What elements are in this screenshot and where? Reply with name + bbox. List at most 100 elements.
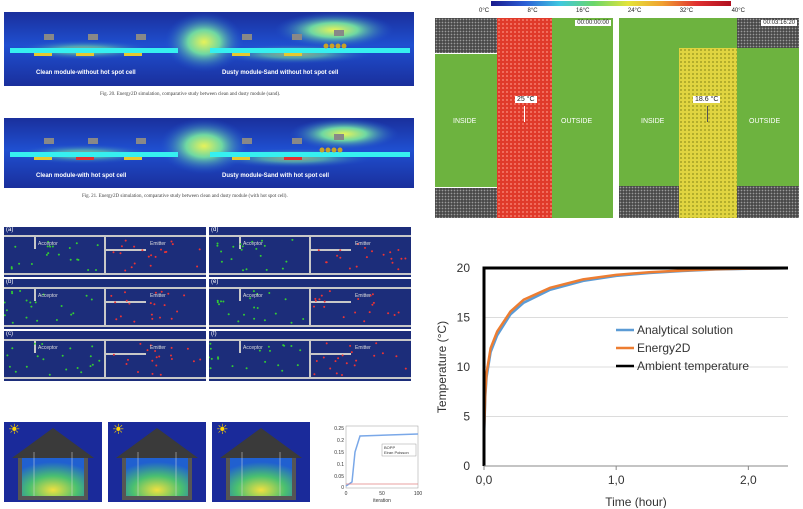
y-tick: 0.05 [334, 474, 344, 480]
y-tick-label: 10 [457, 360, 471, 374]
particle-panel: (b) Acceptor Emitter [4, 279, 206, 329]
acceptor-label: Acceptor [38, 293, 58, 299]
y-tick-label: 20 [457, 261, 471, 275]
inside-area [435, 53, 497, 188]
particle-panel-label: (c) [6, 331, 13, 337]
convergence-plot: 0.25 0.2 0.15 0.1 0.05 0 BOPP Eiran Pois… [334, 425, 422, 504]
sun-icon: ☀ [112, 422, 125, 437]
sun-icon: ☀ [216, 422, 229, 437]
fig20-heatmap [10, 12, 410, 72]
emitter-label: Emitter [150, 241, 166, 247]
label-clean-hotspot: Clean module-with hot spot cell [36, 173, 127, 179]
sun-icon: ☀ [8, 422, 21, 437]
colorbar-ticks: 0°C 8°C 16°C 24°C 32°C 40°C [479, 8, 745, 14]
particle-panel-label: (a) [6, 227, 14, 233]
probe-line [707, 106, 708, 122]
colorbar [491, 1, 731, 6]
fig20-caption: Fig. 20. Energy2D simulation, comparativ… [100, 92, 281, 97]
wall-top-block [737, 18, 799, 48]
x-tick: 50 [379, 491, 385, 497]
temp-probe: 25 °C [515, 96, 537, 103]
inside-label: INSIDE [453, 118, 477, 125]
temperature-chart: 0 5 10 15 20 0,0 1,0 2,0 Time (hour) Temperature … [435, 261, 789, 508]
series-line-energy2d [482, 266, 789, 467]
particle-panel-label: (d) [211, 227, 219, 233]
colorbar-tick: 32°C [679, 8, 694, 14]
x-tick: 100 [414, 491, 422, 497]
wall-top-block [435, 18, 497, 53]
y-tick-label: 15 [457, 311, 471, 325]
acceptor-label: Acceptor [243, 345, 263, 351]
hot-wall [497, 18, 552, 218]
legend-label: Analytical solution [637, 323, 733, 337]
particle-panel-label: (e) [211, 279, 219, 285]
probe-line [524, 106, 525, 122]
wall-sim-left: INSIDE OUTSIDE 00:00:00:00 25 °C [435, 18, 613, 218]
house-sim-panel: ☀ ☀ ☀ 0.25 0.2 0.15 0 [4, 422, 424, 506]
particle-panel: (a) Acceptor Emitter [4, 227, 206, 277]
x-tick-label: 2,0 [740, 473, 757, 487]
wall-bottom-block [737, 186, 799, 218]
y-axis-title: Temperature (°C) [435, 321, 449, 413]
y-tick-label: 0 [463, 459, 470, 473]
x-tick-label: 0,0 [476, 473, 493, 487]
y-tick: 0.2 [337, 438, 344, 444]
label-dusty-no-hotspot: Dusty module-Sand without hot spot cell [222, 70, 339, 76]
colorbar-tick: 24°C [627, 8, 642, 14]
y-tick: 0.1 [337, 462, 344, 468]
colorbar-tick: 8°C [527, 8, 538, 14]
legend-label: Energy2D [637, 341, 691, 355]
house-sim: ☀ [108, 422, 206, 502]
acceptor-label: Acceptor [38, 345, 58, 351]
particle-panel: (f) Acceptor Emitter [209, 331, 411, 381]
acceptor-label: Acceptor [243, 241, 263, 247]
x-axis-label: iteration [373, 498, 391, 504]
colorbar-tick: 0°C [479, 8, 490, 14]
fig21-image: Clean module-with hot spot cell Dusty mo… [4, 118, 414, 188]
particle-sim-panel: (a) Acceptor Emitter (b) Acceptor Emitter (c… [4, 227, 414, 382]
x-axis-title: Time (hour) [605, 495, 667, 508]
y-tick: 0.25 [334, 426, 344, 432]
label-dusty-hotspot: Dusty module-Sand with hot spot cell [222, 173, 330, 179]
outside-label: OUTSIDE [749, 118, 781, 125]
fig20-image: Clean module-without hot spot cell Dusty… [4, 12, 414, 86]
particle-panel: (e) Acceptor Emitter [209, 279, 411, 329]
y-tick: 0.15 [334, 450, 344, 456]
x-tick-label: 1,0 [608, 473, 625, 487]
outside-label: OUTSIDE [561, 118, 593, 125]
label-clean-no-hotspot: Clean module-without hot spot cell [36, 70, 136, 76]
fig21-caption: Fig. 21. Energy2D simulation, comparativ… [82, 194, 288, 199]
y-tick: 0 [341, 485, 344, 491]
acceptor-label: Acceptor [38, 241, 58, 247]
emitter-label: Emitter [355, 293, 371, 299]
temp-probe: 18.6 °C [693, 96, 721, 103]
legend-item: BOPP [384, 445, 395, 450]
acceptor-label: Acceptor [243, 293, 263, 299]
particle-panel: (c) Acceptor Emitter [4, 331, 206, 381]
x-tick: 0 [345, 491, 348, 497]
particle-panel-label: (b) [6, 279, 14, 285]
emitter-label: Emitter [150, 293, 166, 299]
time-readout: 00:03:16:20 [761, 20, 797, 26]
house-sim: ☀ [4, 422, 102, 502]
wall-sim-panel: 0°C 8°C 16°C 24°C 32°C 40°C INSIDE OUTSI… [435, 0, 803, 220]
wall-bottom-block-left [619, 186, 679, 218]
time-readout: 00:00:00:00 [575, 20, 611, 26]
fig21-heatmap [10, 118, 410, 174]
wall-bottom-block [435, 186, 497, 218]
convergence-curve [345, 433, 419, 487]
colorbar-tick: 16°C [576, 8, 590, 14]
legend-item: Eiran Poisson [384, 450, 409, 455]
colorbar-tick: 40°C [731, 8, 745, 14]
y-tick-label: 5 [463, 410, 470, 424]
series-line-ambient-temperature [482, 266, 788, 466]
cooled-wall [679, 48, 737, 218]
particle-panel-label: (f) [211, 331, 217, 337]
solar-sim-panel: Clean module-without hot spot cell Dusty… [0, 0, 420, 215]
house-sim: ☀ [212, 422, 310, 502]
wall-sim-right: INSIDE OUTSIDE 00:03:16:20 18.6 °C [619, 18, 799, 218]
inside-label: INSIDE [641, 118, 665, 125]
legend-box [381, 443, 417, 457]
particle-panel: (d) Acceptor Emitter [209, 227, 411, 277]
emitter-label: Emitter [355, 241, 371, 247]
